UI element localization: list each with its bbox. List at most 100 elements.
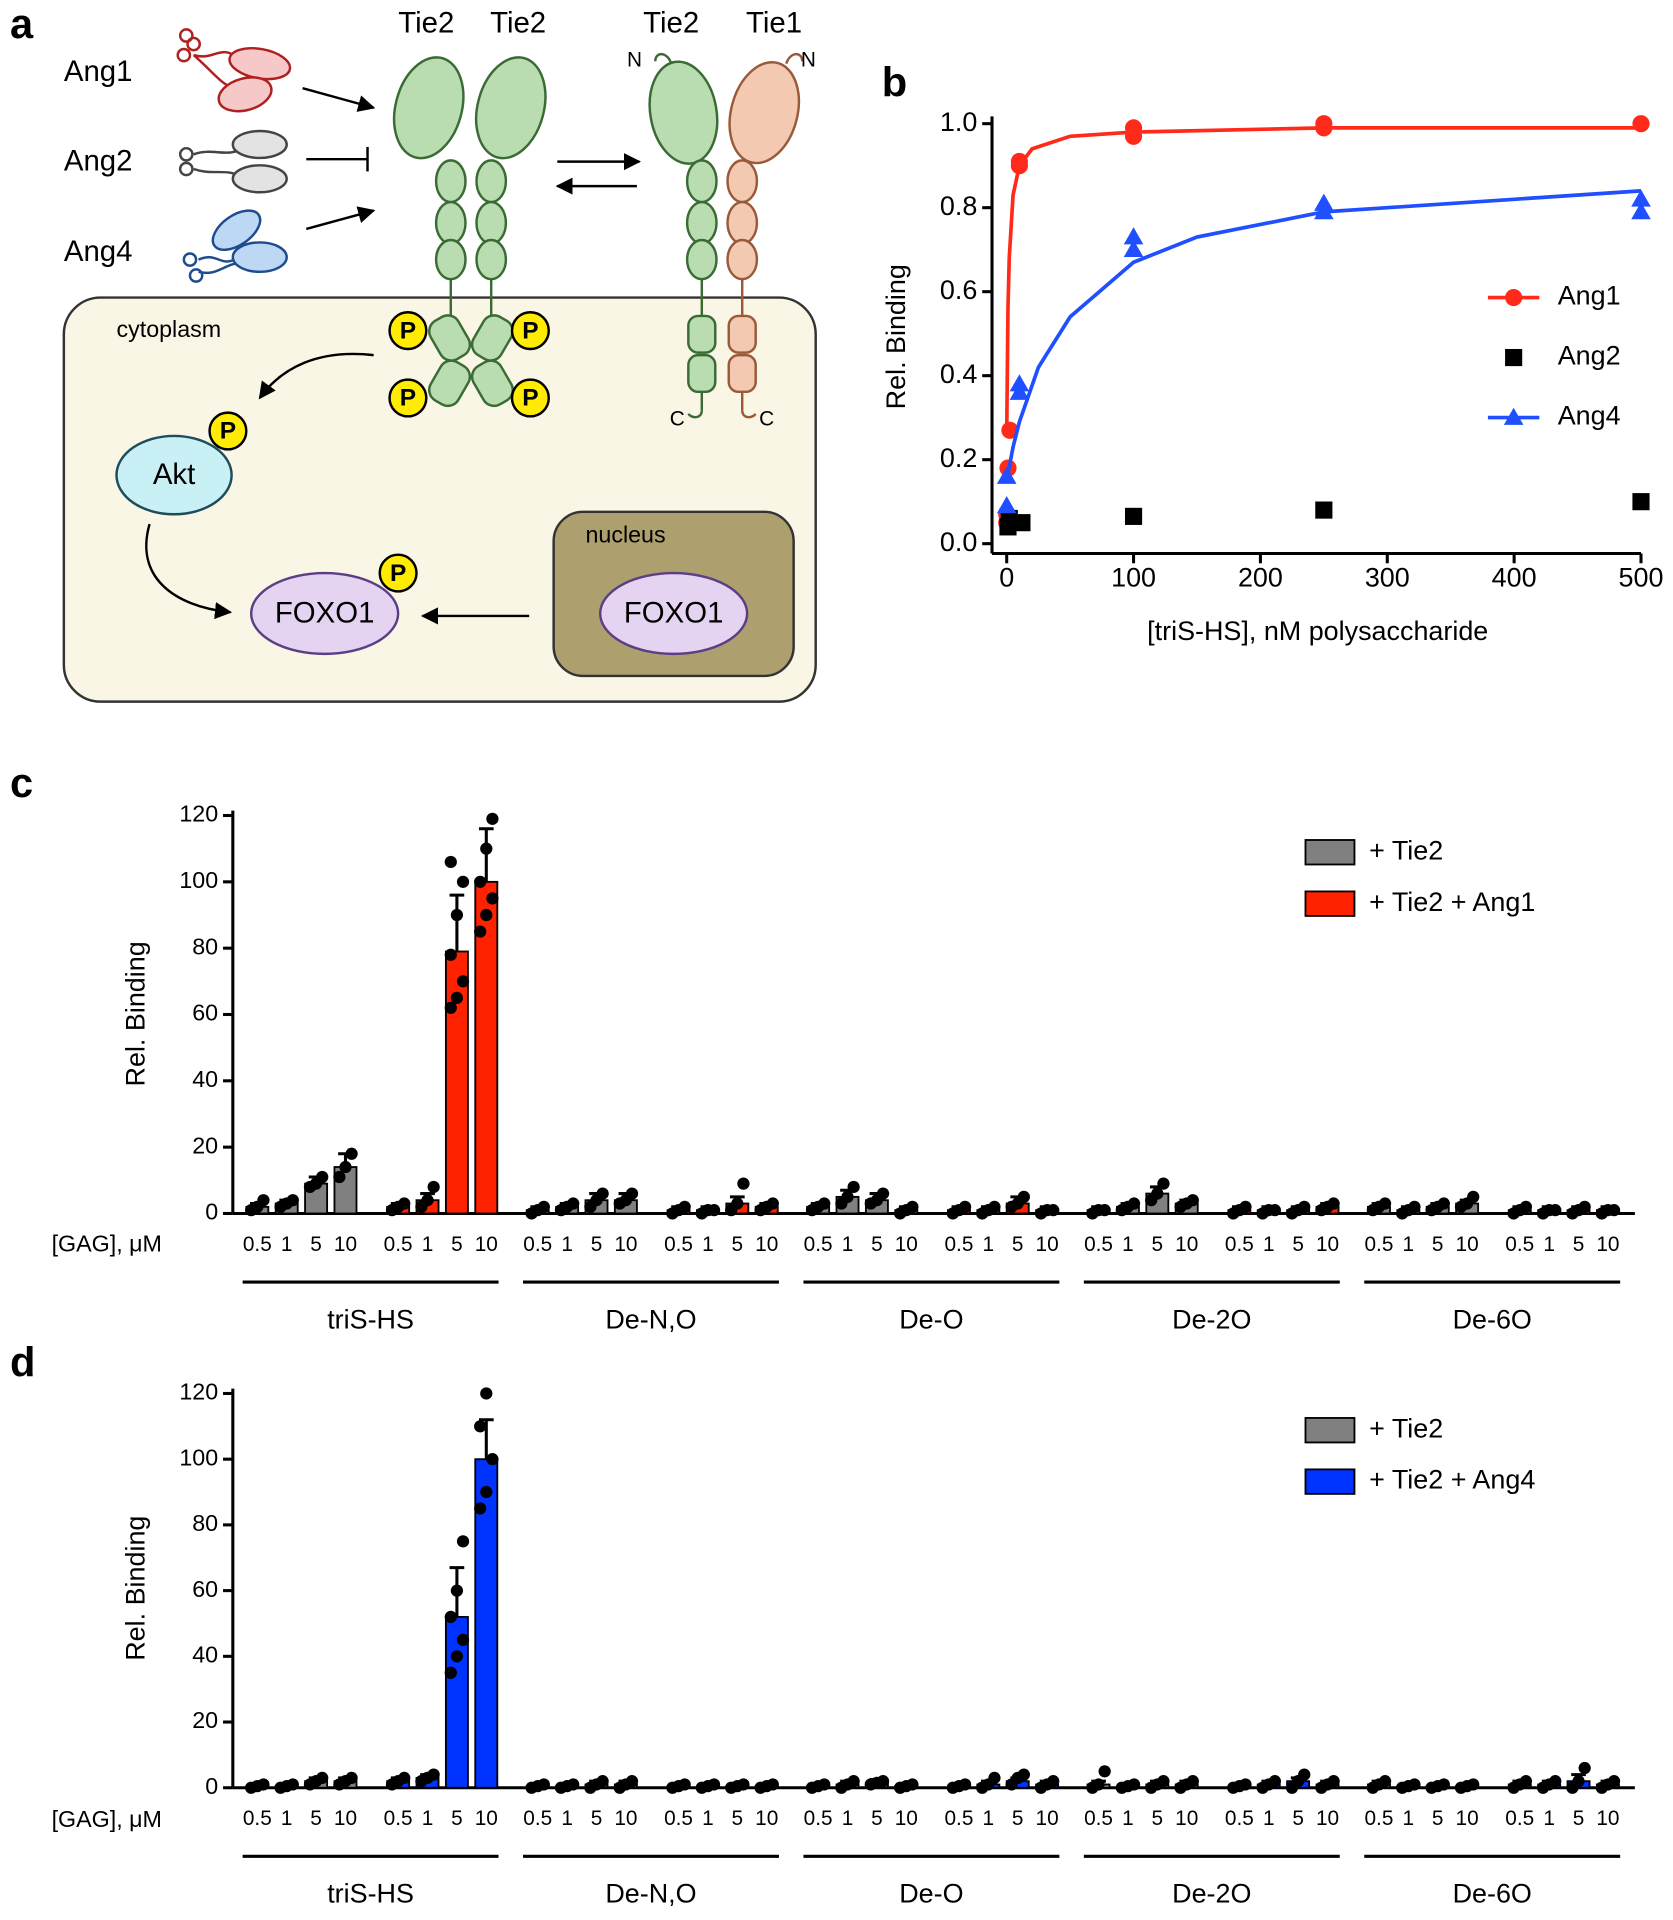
y-tick-label: 0 <box>205 1199 218 1225</box>
x-tick-label: 5 <box>1432 1807 1444 1830</box>
data-point <box>737 1177 750 1190</box>
data-point <box>474 1420 487 1433</box>
x-tick-label: 5 <box>871 1233 883 1256</box>
data-point <box>1578 1200 1591 1213</box>
data-point <box>1098 1765 1111 1778</box>
x-tick-label: 400 <box>1492 562 1537 592</box>
data-point <box>345 1771 358 1785</box>
x-tick-label: 1 <box>1122 1807 1134 1830</box>
data-point <box>1578 1761 1591 1775</box>
data-point <box>1408 1778 1421 1791</box>
data-point <box>737 1778 750 1791</box>
x-tick-label: 10 <box>1316 1807 1339 1830</box>
data-point <box>1607 1204 1621 1217</box>
x-tick-label: 5 <box>310 1807 322 1830</box>
data-point <box>596 1775 609 1788</box>
x-tick-label: 5 <box>1152 1233 1164 1256</box>
data-point <box>596 1187 609 1200</box>
data-point <box>450 1650 464 1663</box>
point <box>1631 189 1651 207</box>
x-tick-label: 5 <box>1292 1807 1304 1830</box>
x-tick-label: 10 <box>1316 1233 1339 1256</box>
phospho-sites: P P P P P P <box>208 311 550 593</box>
data-point <box>474 1502 487 1515</box>
x-tick-label: 10 <box>1036 1233 1059 1256</box>
data-point <box>333 1170 346 1184</box>
data-point <box>1327 1775 1340 1788</box>
x-tick-label: 10 <box>1456 1233 1479 1256</box>
legend-label: Ang2 <box>1558 341 1621 371</box>
data-point <box>731 1197 744 1210</box>
phospho-label: P <box>390 560 406 587</box>
y-tick-label: 40 <box>192 1066 218 1092</box>
error-bar <box>478 827 494 882</box>
ligand-label: Ang1 <box>64 55 133 88</box>
data-point <box>707 1778 721 1791</box>
data-point <box>906 1778 919 1791</box>
x-tick-label: 10 <box>895 1233 918 1256</box>
legend-swatch <box>1304 839 1356 866</box>
y-tick-label: 100 <box>179 1444 218 1470</box>
data-point <box>257 1778 270 1791</box>
x-tick-label: 0.5 <box>804 1233 833 1256</box>
terminus-label: C <box>670 408 685 431</box>
data-point <box>480 842 493 855</box>
x-tick-label: 10 <box>334 1807 357 1830</box>
data-point <box>1017 1768 1030 1781</box>
data-point <box>456 1535 470 1548</box>
point <box>1315 115 1333 133</box>
phospho-circle <box>510 311 550 351</box>
x-tick-label: 1 <box>422 1807 434 1830</box>
ang2-icon <box>178 129 288 194</box>
group-label: triS-HS <box>327 1304 414 1334</box>
legend-label: + Tie2 + Ang4 <box>1369 1465 1535 1495</box>
phospho-circle <box>378 553 418 593</box>
data-point <box>1572 1775 1585 1788</box>
data-point <box>537 1200 550 1213</box>
data-point <box>444 855 457 869</box>
legend-swatch <box>1304 890 1356 917</box>
x-axis-label: [GAG], μM <box>52 1230 162 1256</box>
x-tick-label: 1 <box>702 1807 714 1830</box>
y-tick-label: 20 <box>192 1132 218 1158</box>
y-tick-label: 20 <box>192 1707 218 1733</box>
y-tick-label: 1.0 <box>940 107 977 137</box>
y-tick-label: 0.2 <box>940 443 977 473</box>
group-label: De-2O <box>1172 1304 1251 1334</box>
data-point <box>906 1200 919 1213</box>
data-point <box>398 1771 411 1785</box>
data-point <box>1098 1204 1111 1217</box>
group-label: De-2O <box>1172 1879 1251 1909</box>
terminus-label: N <box>627 49 642 72</box>
protein-label: FOXO1 <box>275 596 375 629</box>
data-point <box>480 1387 493 1400</box>
x-tick-label: 5 <box>732 1807 744 1830</box>
y-tick-label: 120 <box>179 801 218 827</box>
data-point <box>1327 1197 1340 1210</box>
data-point <box>450 991 464 1005</box>
data-point <box>1378 1775 1392 1788</box>
x-tick-label: 0.5 <box>523 1807 552 1830</box>
legend-marker <box>1505 288 1523 307</box>
x-tick-label: 0.5 <box>243 1807 272 1830</box>
point <box>996 466 1017 484</box>
x-tick-label: 1 <box>842 1807 854 1830</box>
phospho-circle <box>208 411 248 451</box>
x-tick-label: 5 <box>1292 1233 1304 1256</box>
fit-line <box>1004 189 1642 482</box>
x-tick-label: 10 <box>614 1233 637 1256</box>
data-point <box>1239 1200 1252 1213</box>
data-point <box>818 1197 831 1210</box>
ang4-icon <box>182 209 288 283</box>
data-point <box>1549 1204 1562 1217</box>
x-tick-label: 500 <box>1619 562 1664 592</box>
phospho-label: P <box>220 418 236 445</box>
y-tick-label: 0.0 <box>940 527 977 557</box>
data-point <box>456 1633 470 1647</box>
data-point <box>988 1200 1001 1213</box>
x-tick-label: 0.5 <box>1084 1233 1113 1256</box>
x-tick-label: 10 <box>755 1233 778 1256</box>
data-point <box>625 1187 639 1200</box>
legend-label: Ang4 <box>1558 401 1621 431</box>
fit-line <box>1004 126 1641 435</box>
